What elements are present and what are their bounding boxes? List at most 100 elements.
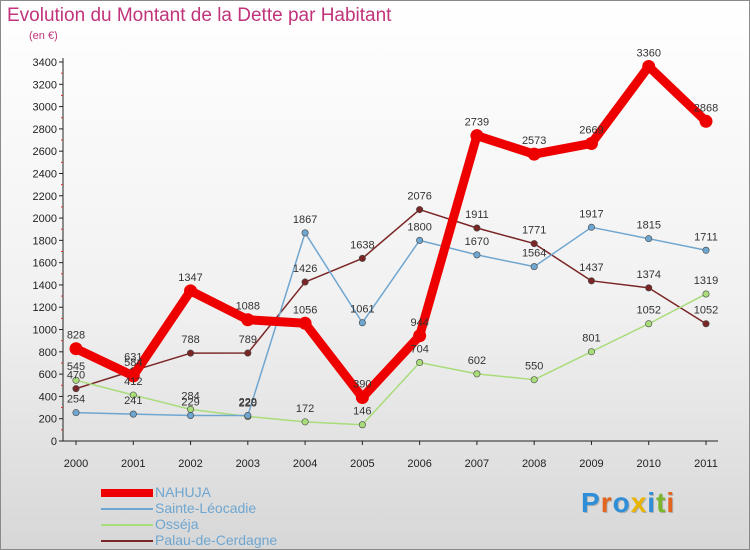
y-tick-label: 200 [39,414,57,426]
legend-label-nahuja: NAHUJA [155,484,212,500]
legend-item-sainte-leocadie: Sainte-Léocadie [101,500,361,517]
data-label: 229 [181,396,199,408]
y-tick-label: 3400 [33,57,57,69]
series-point-0 [126,369,140,383]
y-tick-label: 2800 [33,124,57,136]
data-label: 545 [67,361,85,373]
series-point-2 [129,391,137,399]
series-point-3 [244,349,252,357]
data-label: 602 [468,355,486,367]
legend-swatch-nahuja [101,489,153,497]
x-tick-label: 2005 [350,458,374,470]
x-tick-label: 2003 [236,458,260,470]
data-label: 2739 [465,117,489,129]
series-point-1 [702,246,710,254]
data-label: 2669 [579,124,603,136]
data-label: 2573 [522,135,546,147]
y-tick-label: 1600 [33,258,57,270]
series-point-1 [530,263,538,271]
data-label: 1088 [236,301,260,313]
y-tick-label: 2200 [33,191,57,203]
data-label: 631 [124,352,142,364]
legend-item-nahuja: NAHUJA [101,484,361,501]
logo-letter: t [656,487,667,518]
series-point-0 [642,59,656,73]
series-point-2 [358,421,366,429]
series-point-3 [358,254,366,262]
series-point-1 [587,223,595,231]
series-point-1 [358,319,366,327]
data-label: 1670 [465,236,489,248]
legend-label-osseja: Osséja [155,516,199,532]
x-tick-label: 2001 [121,458,145,470]
series-point-2 [530,376,538,384]
data-label: 788 [181,334,199,346]
data-label: 789 [239,334,257,346]
legend-swatch-sainte-leocadie [101,508,153,510]
series-point-2 [645,320,653,328]
data-label: 828 [67,330,85,342]
x-tick-label: 2002 [178,458,202,470]
data-label: 1911 [465,209,489,221]
data-label: 1374 [636,269,660,281]
data-label: 390 [353,379,371,391]
series-point-3 [72,385,80,393]
series-line-3 [75,208,707,390]
data-label: 412 [124,376,142,388]
series-point-3 [530,240,538,248]
series-point-2 [473,370,481,378]
data-label: 1771 [522,225,546,237]
data-label: 1917 [579,208,603,220]
y-tick-label: 1800 [33,235,57,247]
data-label: 1347 [178,272,202,284]
series-point-0 [69,342,83,356]
x-tick-label: 2006 [407,458,431,470]
proxiti-logo: Proxiti [581,487,675,519]
data-label: 1052 [636,305,660,317]
y-tick-label: 2000 [33,213,57,225]
series-point-1 [645,235,653,243]
series-point-1 [244,411,252,419]
legend-item-osseja: Osséja [101,516,361,533]
series-point-0 [241,313,255,327]
y-tick-label: 1200 [33,302,57,314]
logo-letter: P [581,487,601,518]
x-tick-label: 2010 [636,458,660,470]
y-tick-label: 0 [51,436,57,448]
y-tick-label: 1000 [33,325,57,337]
legend-swatch-palau-de-cerdagne [101,540,153,542]
series-point-1 [473,251,481,259]
data-label: 944 [410,317,428,329]
logo-letter: i [666,487,676,518]
x-tick-label: 2009 [579,458,603,470]
series-point-2 [301,418,309,426]
series-point-0 [584,136,598,150]
data-label: 1056 [293,304,317,316]
data-label: 1564 [522,248,546,260]
data-label: 1867 [293,214,317,226]
legend-item-palau-de-cerdagne: Palau-de-Cerdagne [101,532,361,549]
series-point-0 [470,129,484,143]
series-point-1 [72,409,80,417]
series-point-0 [699,114,713,128]
series-point-3 [301,278,309,286]
series-point-3 [587,277,595,285]
data-label: 229 [239,396,257,408]
series-point-2 [587,348,595,356]
data-label: 241 [124,395,142,407]
chart-title: Evolution du Montant de la Dette par Hab… [7,5,392,26]
data-label: 172 [296,403,314,415]
logo-letter: x [630,487,648,518]
data-label: 704 [410,344,428,356]
logo-letter: r [600,487,613,518]
data-label: 801 [582,333,600,345]
legend-label-palau-de-cerdagne: Palau-de-Cerdagne [155,532,278,548]
series-point-0 [527,147,541,161]
data-label: 1800 [407,221,431,233]
data-label: 1061 [350,304,374,316]
data-label: 1711 [694,231,718,243]
series-point-3 [473,224,481,232]
series-point-1 [187,411,195,419]
series-point-0 [355,391,369,405]
